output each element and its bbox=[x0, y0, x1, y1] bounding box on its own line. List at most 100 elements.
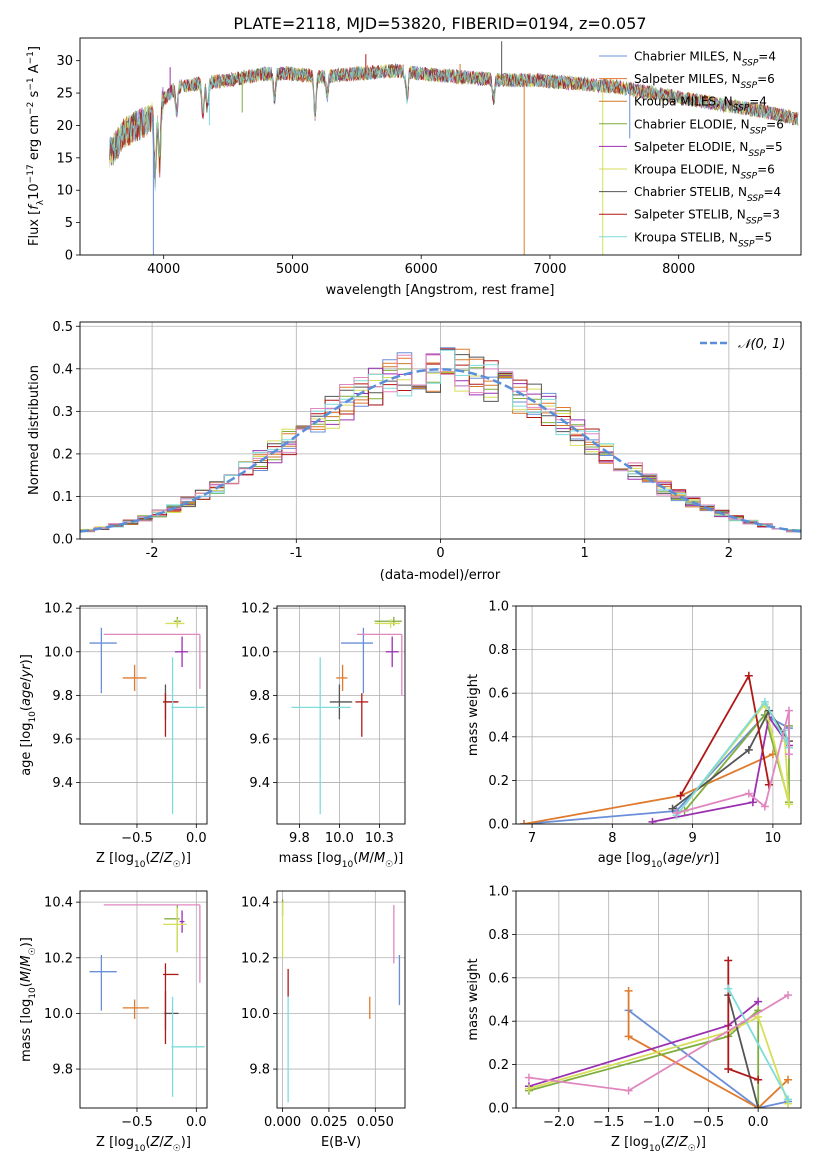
weight-marker bbox=[648, 817, 657, 824]
label-part: / bbox=[19, 677, 34, 682]
y-tick-label: 10.2 bbox=[44, 951, 73, 966]
label-part: Z bbox=[678, 1135, 689, 1150]
x-tick-label: 10 bbox=[765, 831, 782, 846]
x-tick-label: 10.3 bbox=[365, 831, 394, 846]
x-axis-label: E(B-V) bbox=[321, 1135, 361, 1150]
label-part: age [log bbox=[19, 723, 34, 776]
label-part: )] bbox=[393, 851, 403, 866]
y-tick-label: 0.0 bbox=[52, 533, 73, 548]
label-part: )] bbox=[181, 851, 191, 866]
errorbars bbox=[281, 899, 401, 1103]
y-tick-label: 0.6 bbox=[488, 687, 509, 702]
y-tick-label: 10.4 bbox=[44, 896, 73, 911]
x-tick-label: 0.0 bbox=[186, 1115, 207, 1130]
label-part: Flux [ bbox=[27, 210, 42, 246]
axes-frame bbox=[79, 605, 208, 825]
label-part: )] bbox=[19, 937, 34, 947]
label-part: yr bbox=[19, 663, 34, 679]
label-part: ☉ bbox=[28, 947, 38, 955]
x-tick-label: 4000 bbox=[147, 262, 180, 277]
label-part: ( bbox=[145, 851, 150, 866]
y-tick-label: 9.4 bbox=[52, 776, 73, 791]
label-part: M bbox=[19, 955, 34, 966]
legend-sub: SSP bbox=[741, 81, 758, 91]
y-tick-label: 10.4 bbox=[241, 896, 270, 911]
y-tick-label: 10.2 bbox=[241, 951, 270, 966]
x-tick-label: 6000 bbox=[405, 262, 438, 277]
x-axis-label: Z [log10(Z/Z☉)] bbox=[96, 1135, 191, 1154]
label-part: Z bbox=[163, 851, 174, 866]
y-tick-label: 0.2 bbox=[52, 447, 73, 462]
legend-sub: SSP bbox=[746, 217, 763, 227]
x-tick-label: -2 bbox=[146, 546, 159, 561]
errorbar-panel: −0.5 0.09.810.010.210.4Z [log10(Z/Z☉)]mas… bbox=[19, 890, 208, 1154]
errorbar-panel: 0.000 0.025 0.050 9.8 10.0 10.2 10.4 E(B-V) bbox=[241, 890, 406, 1150]
y-tick-label: 20 bbox=[56, 119, 73, 134]
label-part: Z [log bbox=[96, 851, 134, 866]
label-part: M bbox=[19, 971, 34, 982]
label-part: erg cm bbox=[27, 115, 42, 164]
x-tick-label: −1.5 bbox=[593, 1115, 625, 1130]
y-tick-label: 9.8 bbox=[52, 689, 73, 704]
legend-text: Salpeter STELIB, N bbox=[634, 208, 746, 222]
y-tick-label: 10.2 bbox=[241, 602, 270, 617]
label-part: / bbox=[370, 851, 375, 866]
weight-marker bbox=[754, 1104, 763, 1108]
y-tick-label: 0.2 bbox=[488, 774, 509, 789]
y-axis-label: age [log10(age/yr)] bbox=[19, 654, 38, 776]
label-part: Z [log bbox=[96, 1135, 134, 1150]
label-part: Z [log bbox=[611, 1135, 649, 1150]
normal-curve bbox=[80, 368, 801, 533]
label-part: ( bbox=[353, 851, 358, 866]
label-part: A bbox=[27, 64, 42, 77]
label-part: 10 bbox=[651, 860, 663, 870]
axes-frame bbox=[79, 37, 802, 256]
weight-marker bbox=[672, 809, 681, 818]
legend-sub: SSP bbox=[733, 104, 750, 114]
x-tick-label: -1 bbox=[290, 546, 303, 561]
x-tick-label: 2 bbox=[725, 546, 733, 561]
weight-marker bbox=[624, 1086, 633, 1095]
y-tick-label: 9.8 bbox=[249, 1063, 270, 1078]
y-axis-label: Flux [fλ10−17 erg cm−2 s−1 A−1] bbox=[26, 46, 46, 246]
legend-text: Chabrier MILES, N bbox=[634, 50, 742, 64]
y-tick-label: 0.4 bbox=[52, 362, 73, 377]
label-part: age bbox=[667, 851, 691, 866]
legend-suffix: =3 bbox=[762, 208, 780, 222]
y-tick-label: 0.5 bbox=[52, 320, 73, 335]
label-part: ] bbox=[27, 46, 42, 51]
label-part: 10 bbox=[649, 1144, 661, 1154]
legend-label: Kroupa MILES, NSSP=4 bbox=[634, 95, 767, 114]
y-tick-label: 9.6 bbox=[249, 732, 270, 747]
x-tick-label: 8 bbox=[608, 831, 616, 846]
x-tick-label: −1.0 bbox=[643, 1115, 675, 1130]
weight-marker bbox=[760, 697, 769, 706]
label-part: Z bbox=[665, 1135, 676, 1150]
y-tick-label: 0.0 bbox=[488, 1102, 509, 1117]
label-part: −17 bbox=[26, 164, 36, 183]
label-part: ☉ bbox=[385, 860, 393, 870]
legend-sub: SSP bbox=[741, 172, 758, 182]
label-part: )] bbox=[19, 654, 34, 664]
y-tick-label: 0.4 bbox=[488, 1015, 509, 1030]
label-part: / bbox=[692, 851, 697, 866]
figure-title: PLATE=2118, MJD=53820, FIBERID=0194, z=0… bbox=[233, 14, 646, 33]
x-axis-label: mass [log10(M/M☉)] bbox=[279, 851, 404, 870]
label-part: ( bbox=[660, 1135, 665, 1150]
legend-sub: SSP bbox=[748, 149, 765, 159]
spectrum-lines bbox=[109, 41, 799, 255]
y-tick-label: 10.0 bbox=[44, 645, 73, 660]
y-tick-label: 9.4 bbox=[249, 776, 270, 791]
x-tick-label: −0.5 bbox=[693, 1115, 725, 1130]
x-tick-label: 0.025 bbox=[310, 1115, 347, 1130]
residual-panel: -2 -1 0 1 2 0.0 0.1 0.2 0.3 0.4 0.5 𝒩(0, 1) (data-mo… bbox=[27, 320, 802, 583]
x-tick-label: 7 bbox=[528, 831, 536, 846]
label-part: / bbox=[674, 1135, 679, 1150]
label-part: ( bbox=[19, 706, 34, 711]
y-tick-label: 0.3 bbox=[52, 405, 73, 420]
weight-marker bbox=[784, 800, 793, 809]
label-part: yr bbox=[695, 851, 711, 866]
legend-label: Chabrier MILES, NSSP=4 bbox=[634, 50, 776, 69]
weight-marker bbox=[784, 1075, 793, 1084]
